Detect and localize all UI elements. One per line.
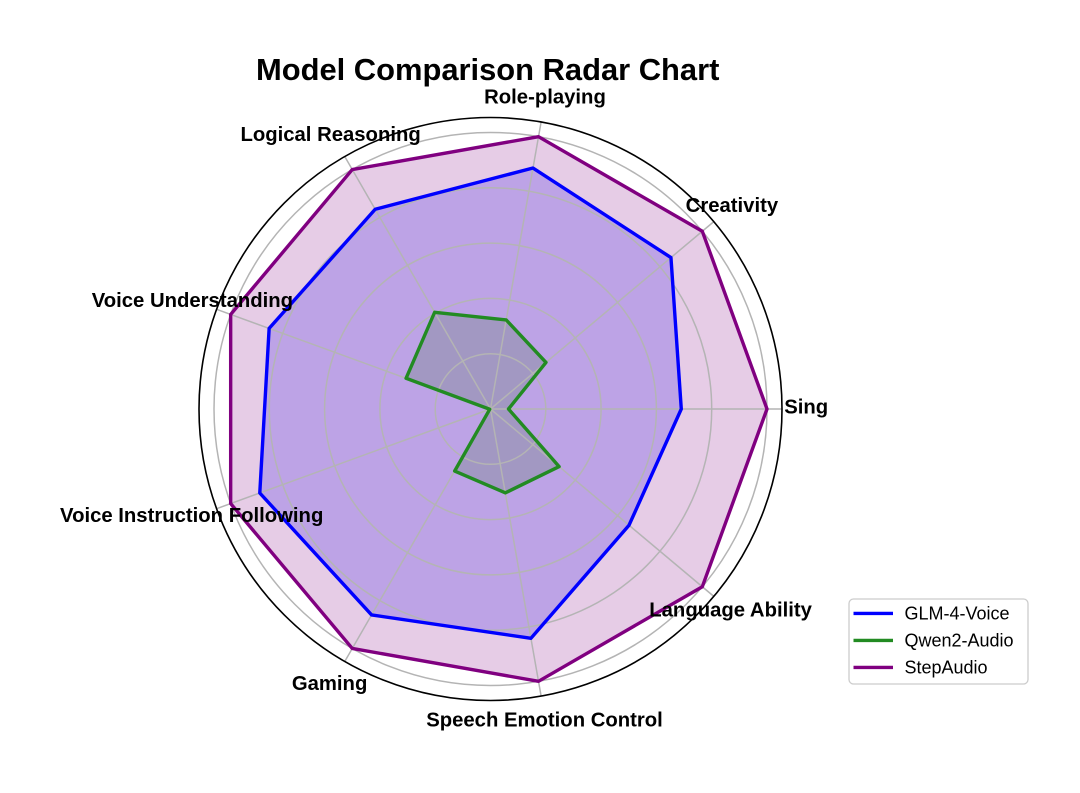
svg-text:Logical Reasoning: Logical Reasoning xyxy=(240,124,420,146)
svg-text:Model Comparison Radar Chart: Model Comparison Radar Chart xyxy=(256,52,719,87)
svg-text:Voice Understanding: Voice Understanding xyxy=(92,290,293,312)
svg-text:Voice Instruction Following: Voice Instruction Following xyxy=(60,505,323,527)
svg-text:Sing: Sing xyxy=(784,396,828,418)
svg-text:StepAudio: StepAudio xyxy=(905,658,988,678)
svg-text:Qwen2-Audio: Qwen2-Audio xyxy=(905,631,1014,651)
svg-text:Gaming: Gaming xyxy=(292,673,368,695)
svg-text:Role-playing: Role-playing xyxy=(484,87,606,109)
svg-text:Speech Emotion Control: Speech Emotion Control xyxy=(426,710,663,732)
svg-text:Creativity: Creativity xyxy=(686,195,779,217)
svg-text:GLM-4-Voice: GLM-4-Voice xyxy=(905,604,1010,624)
svg-text:Language Ability: Language Ability xyxy=(649,600,812,622)
